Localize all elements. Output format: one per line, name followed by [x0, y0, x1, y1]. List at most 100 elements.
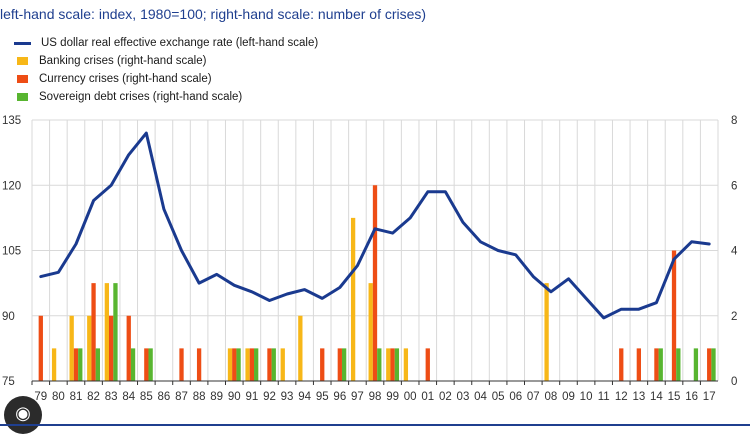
- x-tick-label: 94: [298, 391, 311, 403]
- x-tick-label: 97: [351, 391, 364, 403]
- x-tick-label: 06: [509, 391, 522, 403]
- x-tick-label: 04: [474, 391, 487, 403]
- x-tick-label: 89: [210, 391, 223, 403]
- legend-label-usd: US dollar real effective exchange rate (…: [41, 37, 319, 49]
- bar-sovereign: [236, 348, 241, 381]
- x-tick-label: 03: [457, 391, 470, 403]
- bar-banking: [386, 348, 391, 381]
- line-usd: [39, 131, 711, 320]
- y-right-tick-label: 6: [731, 180, 737, 192]
- x-tick-label: 01: [421, 391, 434, 403]
- x-tick-label: 91: [245, 391, 258, 403]
- bar-banking: [368, 283, 373, 381]
- chart-subtitle: left-hand scale: index, 1980=100; right-…: [0, 6, 427, 22]
- bar-sovereign: [341, 348, 347, 381]
- bar-banking: [87, 315, 92, 381]
- bar-currency: [654, 348, 659, 381]
- bar-currency: [320, 348, 325, 381]
- y-right-tick-label: 8: [731, 115, 737, 127]
- bar-currency: [425, 348, 430, 381]
- bar-currency: [337, 348, 342, 381]
- legend-label-banking: Banking crises (right-hand scale): [39, 55, 207, 67]
- x-tick-label: 87: [175, 391, 188, 403]
- legend-swatch-sovereign: [17, 93, 28, 101]
- y-left-tick-label: 90: [2, 311, 15, 323]
- x-tick-label: 98: [369, 391, 382, 403]
- x-tick-label: 80: [52, 391, 65, 403]
- bar-sovereign: [711, 348, 716, 381]
- bar-sovereign: [377, 348, 382, 381]
- x-tick-label: 82: [87, 391, 100, 403]
- bar-currency: [38, 315, 43, 381]
- x-tick-label: 15: [668, 391, 681, 403]
- x-tick-label: 16: [685, 391, 698, 403]
- x-tick-label: 09: [562, 391, 575, 403]
- x-tick-label: 93: [281, 391, 294, 403]
- x-tick-label: 83: [105, 391, 118, 403]
- x-tick-label: 88: [193, 391, 206, 403]
- bar-banking: [280, 348, 285, 381]
- bar-sovereign: [394, 348, 400, 381]
- bar-sovereign: [254, 348, 259, 381]
- bar-currency: [372, 185, 378, 381]
- bar-currency: [619, 348, 624, 381]
- y-left-tick-label: 105: [2, 246, 21, 258]
- x-tick-label: 95: [316, 391, 329, 403]
- y-right-tick-label: 0: [731, 376, 737, 388]
- y-left-tick-label: 120: [2, 180, 21, 192]
- x-tick-label: 96: [333, 391, 346, 403]
- y-right-tick-label: 4: [731, 246, 738, 258]
- x-tick-label: 02: [439, 391, 452, 403]
- legend-item-usd: US dollar real effective exchange rate (…: [12, 34, 318, 52]
- bar-currency: [196, 348, 202, 381]
- bar-banking: [104, 283, 110, 381]
- x-tick-label: 86: [158, 391, 171, 403]
- bar-banking: [298, 315, 303, 381]
- legend-swatch-usd: [14, 41, 31, 45]
- x-tick-label: 13: [632, 391, 645, 403]
- bar-banking: [69, 315, 74, 381]
- x-tick-label: 92: [263, 391, 276, 403]
- bar-currency: [144, 348, 149, 381]
- x-tick-label: 90: [228, 391, 241, 403]
- bar-sovereign: [148, 348, 153, 381]
- x-tick-label: 05: [492, 391, 505, 403]
- bar-currency: [232, 348, 237, 381]
- x-tick-label: 84: [122, 391, 135, 403]
- y-right-tick-label: 2: [731, 311, 737, 323]
- legend-item-sovereign: Sovereign debt crises (right-hand scale): [12, 88, 318, 106]
- x-tick-label: 81: [70, 391, 83, 403]
- bar-currency: [671, 250, 677, 381]
- x-tick-label: 10: [580, 391, 593, 403]
- x-tick-label: 14: [650, 391, 663, 403]
- bar-banking: [544, 283, 549, 381]
- x-tick-label: 79: [34, 391, 47, 403]
- legend-item-currency: Currency crises (right-hand scale): [12, 70, 318, 88]
- bar-sovereign: [78, 348, 83, 381]
- bar-currency: [179, 348, 184, 381]
- bar-banking: [350, 217, 356, 381]
- x-tick-label: 00: [404, 391, 417, 403]
- bar-currency: [636, 348, 641, 381]
- legend-item-banking: Banking crises (right-hand scale): [12, 52, 318, 70]
- lens-icon[interactable]: ◉: [4, 396, 42, 434]
- bar-currency: [390, 348, 395, 381]
- bar-sovereign: [693, 348, 699, 381]
- bar-currency: [267, 348, 272, 381]
- bar-sovereign: [676, 348, 681, 381]
- legend-swatch-banking: [17, 57, 28, 65]
- x-tick-label: 12: [615, 391, 628, 403]
- bar-sovereign: [95, 348, 101, 381]
- bar-currency: [707, 348, 712, 381]
- x-tick-label: 85: [140, 391, 153, 403]
- chart-legend: US dollar real effective exchange rate (…: [12, 34, 318, 106]
- x-tick-label: 17: [703, 391, 716, 403]
- legend-label-sovereign: Sovereign debt crises (right-hand scale): [39, 91, 243, 103]
- bar-sovereign: [130, 348, 136, 381]
- bar-banking: [227, 348, 233, 381]
- y-left-tick-label: 75: [2, 376, 15, 388]
- bar-sovereign: [271, 348, 276, 381]
- x-tick-label: 07: [527, 391, 540, 403]
- bar-currency: [126, 315, 131, 381]
